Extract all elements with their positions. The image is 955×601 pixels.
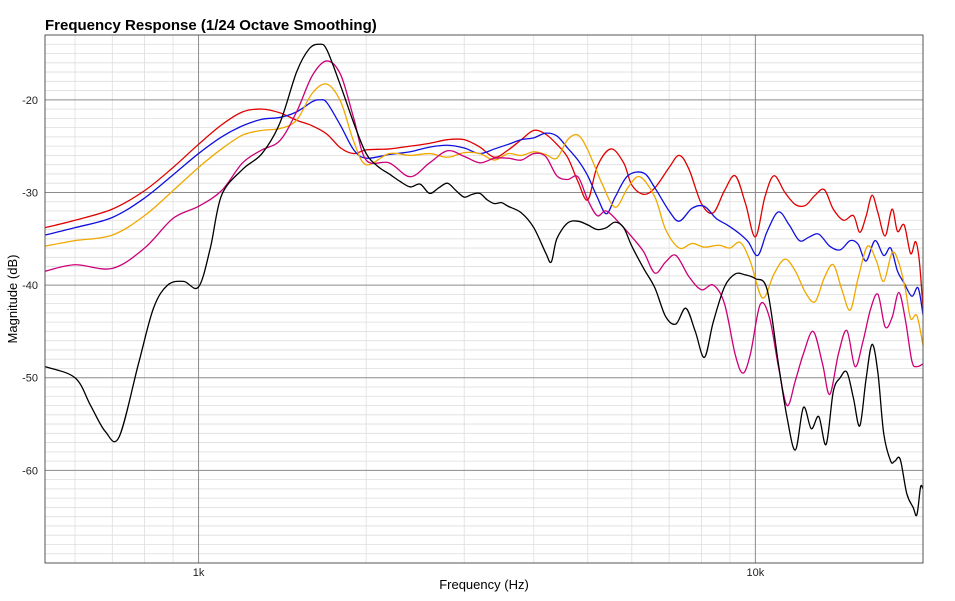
y-tick-label: -50 (22, 373, 38, 385)
plot-frame (44, 34, 924, 564)
plot-area (45, 35, 923, 563)
minor-gridlines (45, 34, 924, 563)
x-axis-label: Frequency (Hz) (439, 577, 529, 592)
series-line-3 (44, 83, 924, 346)
series-line-1 (44, 108, 924, 309)
y-tick-label: -20 (22, 95, 38, 107)
x-tick-label: 1k (193, 567, 205, 579)
chart-title: Frequency Response (1/24 Octave Smoothin… (45, 17, 377, 34)
series-line-5 (44, 43, 924, 517)
series-layer (44, 43, 924, 517)
series-line-4 (44, 60, 924, 407)
x-tick-label: 10k (746, 567, 764, 579)
y-tick-label: -40 (22, 280, 38, 292)
series-line-2 (44, 99, 924, 315)
y-tick-label: -30 (22, 187, 38, 199)
tick-labels: -20 -30 -40 -50 -60 1k 10k (22, 95, 765, 579)
y-axis-label: Magnitude (dB) (5, 255, 20, 344)
y-tick-label: -60 (22, 465, 38, 477)
